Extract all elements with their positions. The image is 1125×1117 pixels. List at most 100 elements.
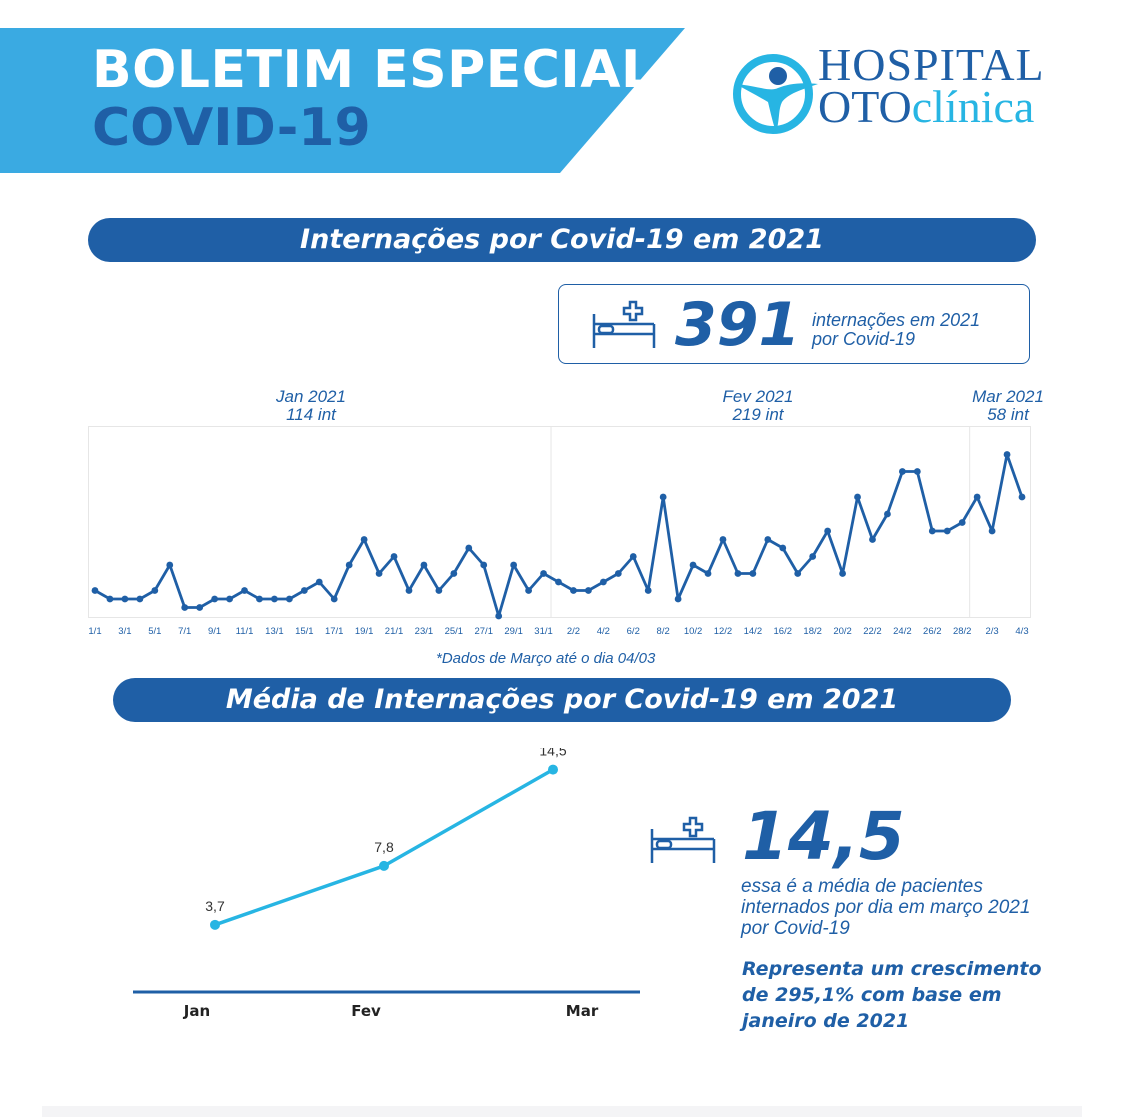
x-tick-label: 9/1 — [208, 626, 221, 637]
x-tick-label: 13/1 — [265, 626, 284, 637]
data-point — [555, 578, 562, 586]
total-internacoes-description: internações em 2021 por Covid-19 — [812, 310, 981, 349]
monthly-average-chart: 3,7 Jan 7,8 Fev 14,5 Mar — [133, 748, 640, 1020]
x-tick-label: 23/1 — [415, 626, 434, 637]
total-box — [558, 284, 1030, 364]
data-label: 7,8 — [374, 839, 394, 855]
x-tick-label: Fev — [351, 1002, 381, 1020]
data-point — [106, 595, 114, 603]
data-point — [884, 510, 891, 518]
x-tick-label: 10/2 — [684, 626, 703, 637]
data-point — [151, 587, 159, 594]
data-point — [943, 527, 951, 535]
x-tick-label: 12/2 — [714, 626, 733, 637]
x-tick-label: 1/1 — [88, 626, 101, 637]
data-point — [913, 468, 921, 475]
data-point — [315, 578, 323, 586]
hospital-bed-icon — [592, 300, 656, 348]
data-point — [91, 587, 99, 594]
data-point — [1018, 493, 1026, 501]
data-point — [211, 595, 219, 603]
x-tick-label: 29/1 — [504, 626, 522, 637]
x-tick-label: 24/2 — [893, 626, 912, 637]
section-title-media: Média de Internações por Covid-19 em 202… — [113, 678, 1011, 722]
month-summary-jan: Jan 2021 114 int — [221, 388, 401, 424]
logo-text-clinica: clínica — [911, 81, 1035, 132]
x-tick-label: 19/1 — [355, 626, 374, 637]
x-tick-label: Mar — [566, 1002, 599, 1020]
x-tick-label: 15/1 — [295, 626, 314, 637]
x-tick-label: 2/2 — [567, 626, 580, 637]
x-tick-label: 3/1 — [118, 626, 131, 637]
data-point — [644, 587, 652, 594]
average-description: essa é a média de pacientes internados p… — [741, 876, 1031, 939]
footnote: *Dados de Março até o dia 04/03 — [436, 650, 656, 667]
section-title-internacoes: Internações por Covid-19 em 2021 — [88, 218, 1036, 262]
footer-bar — [42, 1106, 1082, 1117]
month-name: Fev 2021 — [722, 387, 794, 406]
data-point — [360, 536, 368, 543]
data-point — [958, 519, 966, 526]
daily-internacoes-chart: 1/1 3/1 5/1 7/1 9/1 11/1 13/1 15/1 17/1 19/1 21/1 2… — [88, 426, 1031, 637]
data-point — [525, 587, 532, 594]
data-point — [749, 570, 757, 577]
data-point — [854, 493, 861, 501]
logo-text-otoclinica: OTOclínica — [818, 84, 1034, 130]
data-point — [540, 570, 547, 577]
data-point — [599, 578, 607, 586]
growth-statement: Representa um crescimento de 295,1% com … — [742, 958, 1042, 1032]
x-tick-label: 31/1 — [534, 626, 553, 637]
month-count: 219 int — [732, 405, 784, 424]
total-internacoes-value: 391 — [675, 290, 801, 360]
data-point — [779, 544, 787, 552]
data-point — [869, 536, 876, 543]
hospital-bed-icon — [650, 816, 716, 863]
banner-title: BOLETIM ESPECIAL — [92, 40, 655, 100]
data-point — [585, 587, 592, 594]
data-point — [375, 570, 383, 577]
banner-subtitle: COVID-19 — [92, 98, 371, 158]
data-point — [614, 570, 622, 577]
x-tick-label: 4/3 — [1015, 626, 1028, 637]
x-tick-label: 26/2 — [923, 626, 942, 637]
data-point — [704, 570, 712, 577]
data-point — [674, 595, 682, 603]
month-summary-mar: Mar 2021 58 int — [918, 388, 1098, 424]
x-tick-label: 25/1 — [445, 626, 464, 637]
data-point — [121, 595, 129, 603]
month-name: Mar 2021 — [972, 387, 1044, 406]
data-point — [659, 493, 667, 501]
data-point — [734, 570, 742, 577]
data-point — [210, 919, 220, 930]
data-point — [510, 561, 518, 569]
data-point — [973, 493, 981, 501]
data-point — [181, 604, 189, 611]
x-tick-label: 21/1 — [385, 626, 404, 637]
x-tick-label: 17/1 — [325, 626, 344, 637]
x-tick-label: 28/2 — [953, 626, 972, 637]
data-label: 14,5 — [539, 748, 566, 759]
month-name: Jan 2021 — [276, 387, 346, 406]
data-point — [285, 595, 293, 603]
data-point — [345, 561, 353, 569]
data-point — [764, 536, 772, 543]
x-tick-label: 18/2 — [803, 626, 822, 637]
data-point — [450, 570, 458, 577]
data-point — [271, 595, 278, 603]
data-point — [928, 527, 936, 535]
x-tick-label: Jan — [183, 1002, 210, 1020]
data-point — [136, 595, 144, 603]
data-point — [390, 553, 398, 560]
header-banner — [0, 28, 685, 173]
data-point — [330, 595, 338, 603]
data-point — [166, 561, 174, 569]
data-point — [196, 604, 204, 611]
data-point — [824, 527, 832, 535]
x-tick-label: 5/1 — [148, 626, 161, 637]
data-point — [226, 595, 233, 603]
x-tick-label: 16/2 — [774, 626, 793, 637]
data-point — [809, 553, 817, 560]
data-point — [405, 587, 413, 594]
logo-text-oto: OTO — [818, 81, 912, 132]
average-value: 14,5 — [742, 798, 905, 875]
